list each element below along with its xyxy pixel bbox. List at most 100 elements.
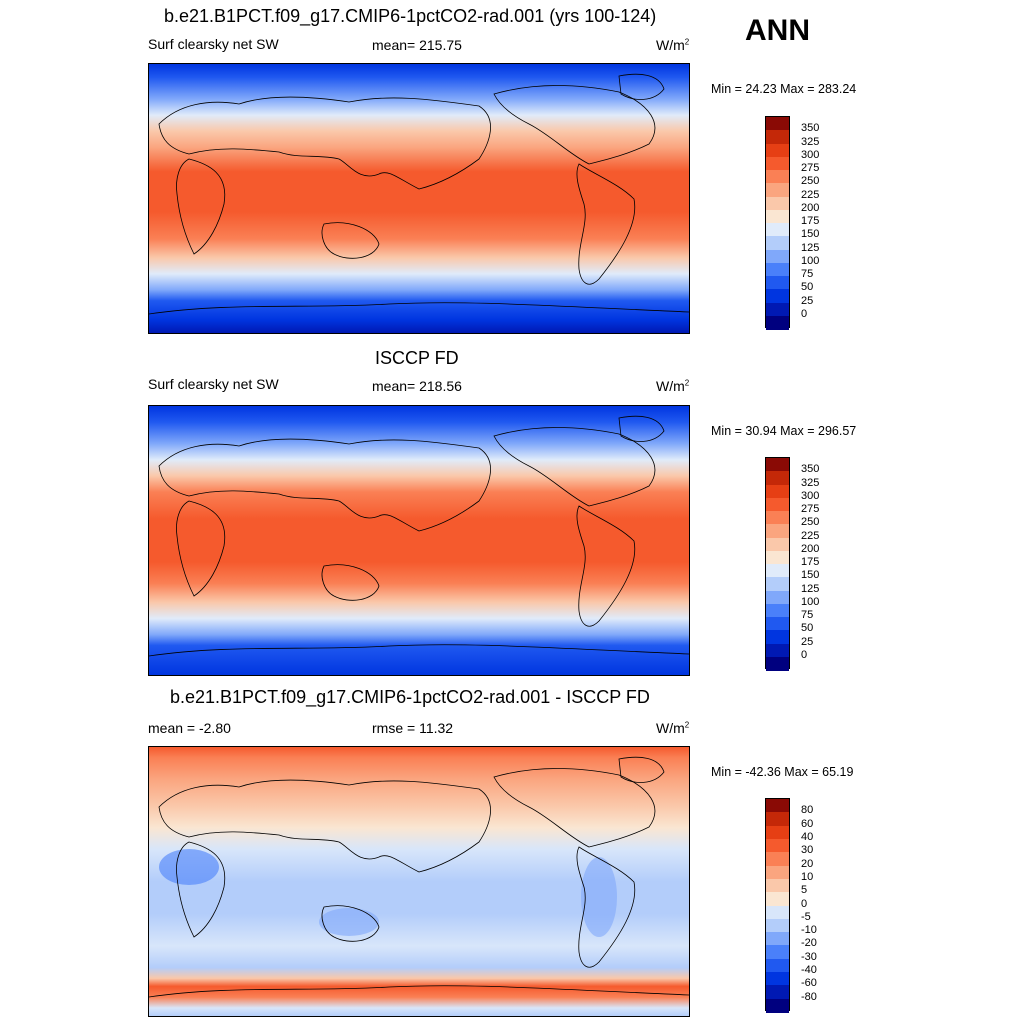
panel2-title: ISCCP FD	[375, 348, 459, 368]
colorbar-segment	[766, 643, 789, 658]
colorbar-label: 250	[801, 175, 820, 188]
colorbar-segment	[766, 458, 789, 472]
panel3-anomaly-africa	[159, 849, 219, 885]
colorbar-segment	[766, 170, 789, 184]
colorbar-label: 10	[801, 870, 814, 883]
panel3-units-text: W/m	[656, 720, 685, 736]
colorbar-label: 75	[801, 268, 814, 280]
colorbar-segment	[766, 812, 789, 827]
panel2-units: W/m2	[656, 378, 689, 394]
colorbar-label: 350	[801, 463, 820, 476]
colorbar-segment	[766, 590, 789, 605]
colorbar-label: -30	[801, 950, 817, 963]
panel1-map-svg	[149, 64, 689, 333]
colorbar-segment	[766, 892, 789, 906]
colorbar-label: 350	[801, 122, 820, 135]
panel3-rmse: rmse = 11.32	[372, 720, 454, 736]
colorbar-label: 325	[801, 135, 820, 148]
colorbar-segment	[766, 262, 789, 277]
colorbar-label: 20	[801, 857, 814, 870]
colorbar-segment	[766, 985, 789, 1000]
panel2-colorbar	[765, 457, 790, 671]
panel1-minmax: Min = 24.23 Max = 283.24	[711, 82, 857, 96]
colorbar-segment	[766, 497, 789, 512]
colorbar-label: 300	[801, 148, 820, 161]
colorbar-segment	[766, 117, 789, 131]
colorbar-label: 200	[801, 201, 820, 214]
panel3-coastlines	[149, 756, 689, 998]
panel3-colorbar	[765, 798, 790, 1013]
colorbar-label: 30	[801, 844, 814, 857]
colorbar-label: 250	[801, 516, 820, 529]
panel2-field	[149, 406, 689, 675]
colorbar-label: 150	[801, 569, 820, 582]
colorbar-label: -5	[801, 910, 811, 923]
colorbar-segment	[766, 577, 789, 591]
colorbar-label: 125	[801, 241, 820, 254]
colorbar-segment	[766, 471, 789, 485]
colorbar-segment	[766, 825, 789, 840]
colorbar-segment	[766, 656, 789, 671]
colorbar-label: 75	[801, 609, 814, 621]
panel1-colorbar	[765, 116, 790, 330]
colorbar-segment	[766, 878, 789, 893]
colorbar-label: -20	[801, 937, 817, 950]
colorbar-label: 50	[801, 281, 814, 294]
colorbar-segment	[766, 958, 789, 973]
colorbar-segment	[766, 998, 789, 1013]
colorbar-label: 225	[801, 188, 820, 201]
panel2-units-text: W/m	[656, 378, 685, 394]
colorbar-segment	[766, 302, 789, 317]
panel3-title: b.e21.B1PCT.f09_g17.CMIP6-1pctCO2-rad.00…	[170, 687, 650, 707]
colorbar-label: 5	[801, 884, 808, 897]
colorbar-segment	[766, 524, 789, 538]
panel3-anomaly-samerica	[581, 857, 617, 937]
panel3-map-svg	[149, 747, 689, 1016]
panel3-minmax: Min = -42.36 Max = 65.19	[711, 765, 854, 779]
colorbar-segment	[766, 289, 789, 303]
panel2-coastlines	[149, 415, 689, 657]
colorbar-segment	[766, 905, 789, 920]
colorbar-segment	[766, 564, 789, 578]
colorbar-label: 125	[801, 582, 820, 595]
colorbar-label: 175	[801, 556, 820, 568]
panel2-units-sup: 2	[684, 378, 690, 388]
colorbar-segment	[766, 315, 789, 330]
colorbar-label: 100	[801, 254, 820, 267]
colorbar-segment	[766, 799, 789, 813]
panel1-field	[149, 64, 689, 333]
colorbar-label: 25	[801, 294, 814, 307]
panel3-mean: mean = -2.80	[148, 720, 231, 736]
colorbar-label: 25	[801, 635, 814, 648]
colorbar-label: 60	[801, 817, 814, 830]
colorbar-segment	[766, 852, 789, 867]
colorbar-segment	[766, 183, 789, 197]
colorbar-label: 275	[801, 503, 820, 515]
panel3-map	[148, 746, 690, 1017]
colorbar-segment	[766, 484, 789, 499]
colorbar-segment	[766, 276, 789, 290]
colorbar-segment	[766, 972, 789, 986]
panel1-units-text: W/m	[656, 37, 685, 53]
colorbar-label: -40	[801, 964, 817, 977]
panel2-map	[148, 405, 690, 676]
panel2-map-svg	[149, 406, 689, 675]
colorbar-segment	[766, 537, 789, 552]
colorbar-label: 325	[801, 476, 820, 489]
colorbar-segment	[766, 865, 789, 880]
colorbar-label: 100	[801, 595, 820, 608]
panel1-title: b.e21.B1PCT.f09_g17.CMIP6-1pctCO2-rad.00…	[164, 6, 657, 26]
colorbar-segment	[766, 932, 789, 946]
panel1-units: W/m2	[656, 37, 689, 53]
colorbar-label: -60	[801, 977, 817, 990]
panel1-units-sup: 2	[684, 37, 690, 47]
colorbar-label: 40	[801, 830, 814, 843]
colorbar-label: 0	[801, 897, 808, 910]
colorbar-label: 0	[801, 648, 808, 661]
colorbar-label: 300	[801, 489, 820, 502]
colorbar-segment	[766, 209, 789, 224]
colorbar-segment	[766, 249, 789, 264]
panel2-mean: mean= 218.56	[372, 378, 462, 394]
panel2-variable: Surf clearsky net SW	[148, 376, 279, 392]
colorbar-segment	[766, 550, 789, 565]
